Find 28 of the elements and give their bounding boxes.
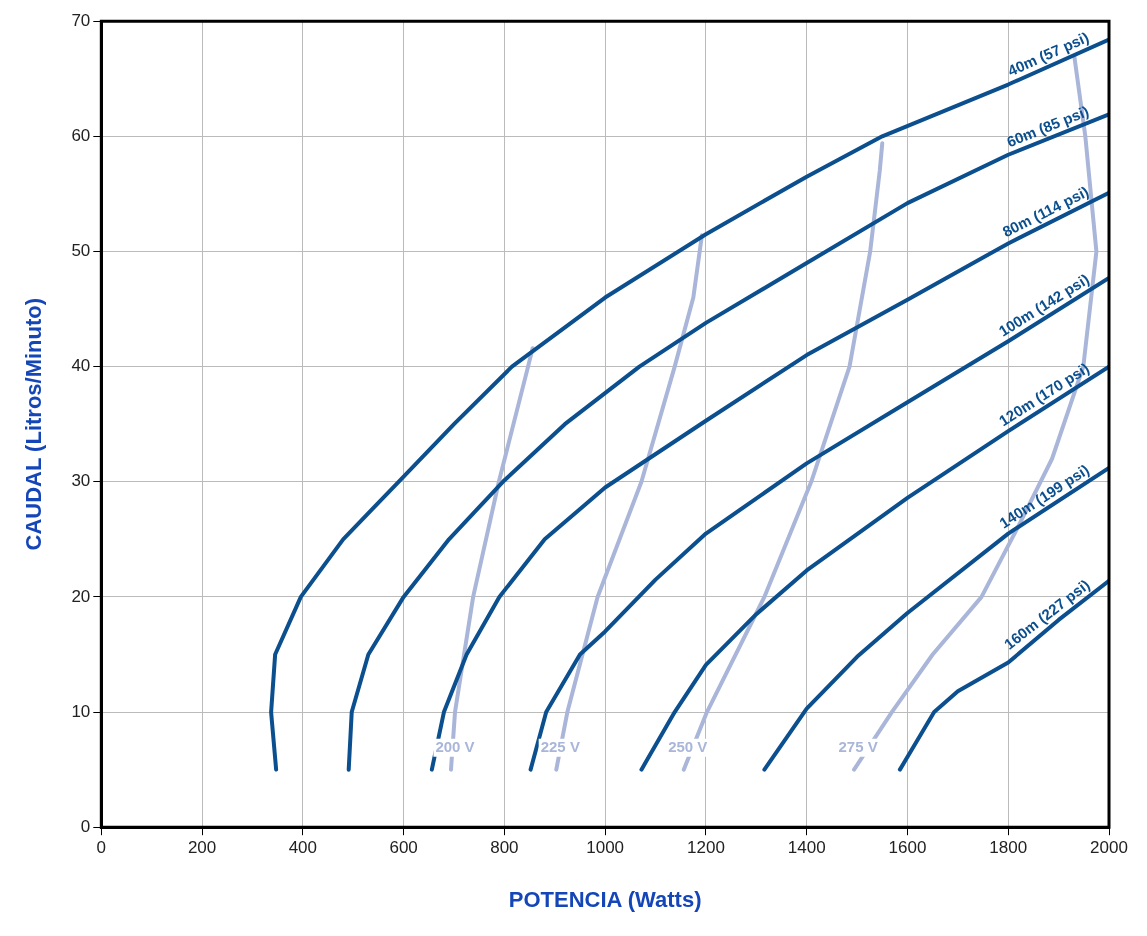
y-tick-label: 10 [71, 701, 91, 721]
y-tick-label: 0 [80, 816, 91, 836]
x-tick-label: 800 [490, 838, 519, 858]
y-tick-label: 30 [71, 471, 91, 491]
series-label: 225 V [540, 738, 580, 756]
text: 40m (57 psi) [1005, 28, 1092, 80]
x-tick-label: 1600 [888, 838, 927, 858]
x-axis-title: POTENCIA (Watts) [508, 886, 702, 912]
y-tick-label: 40 [71, 356, 91, 376]
x-tick-label: 600 [389, 838, 418, 858]
x-tick-label: 1800 [989, 838, 1028, 858]
x-tick-label: 1000 [586, 838, 625, 858]
y-tick-label: 50 [71, 241, 91, 261]
x-tick-label: 2000 [1090, 838, 1128, 858]
x-tick-label: 200 [187, 838, 217, 858]
text: 80m (114 psi) [999, 182, 1092, 241]
x-tick-label: 400 [288, 838, 318, 858]
y-axis-title: CAUDAL (Litros/Minuto) [21, 297, 47, 551]
x-tick-label: 1400 [787, 838, 826, 858]
x-tick-label: 1200 [687, 838, 725, 858]
series-label: 275 V [838, 738, 878, 756]
y-tick-label: 60 [71, 126, 91, 146]
x-tick-label: 0 [96, 838, 107, 858]
y-tick-label: 20 [71, 586, 91, 606]
series-label: 200 V [435, 738, 475, 756]
y-tick-label: 70 [71, 10, 91, 30]
text: 60m (85 psi) [1004, 102, 1092, 151]
series-label: 250 V [668, 738, 708, 756]
